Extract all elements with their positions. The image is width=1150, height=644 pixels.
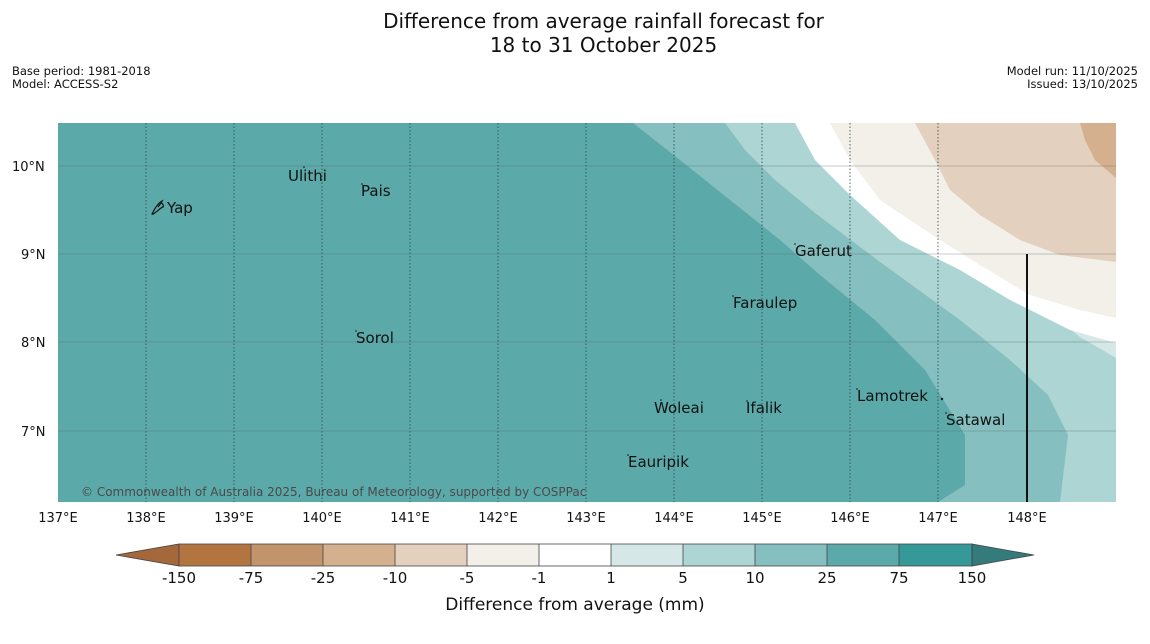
lon-label-147E: 147°E <box>918 511 958 526</box>
latitude-labels: 10°N 9°N 8°N 7°N <box>12 160 46 440</box>
longitude-labels: 137°E 138°E 139°E 140°E 141°E 142°E 143°… <box>38 511 1047 526</box>
rainfall-map: Ulithi Pais Yap Gaferut Faraulep Sorol L… <box>58 123 1116 502</box>
colorbar-tick-label: 25 <box>817 569 836 587</box>
lat-label-7N: 7°N <box>21 425 46 440</box>
colorbar-frame <box>178 543 973 567</box>
ifalik-dot <box>746 400 748 402</box>
ifalik-label: Ifalik <box>746 399 782 417</box>
model-info: Base period: 1981-2018 Model: ACCESS-S2 <box>12 65 151 91</box>
copyright-text: © Commonwealth of Australia 2025, Bureau… <box>81 485 586 499</box>
gaferut-label: Gaferut <box>795 242 852 260</box>
issued-text: Issued: 13/10/2025 <box>1027 77 1138 91</box>
lon-label-145E: 145°E <box>742 511 782 526</box>
colorbar-swatch <box>251 544 323 566</box>
faraulep-label: Faraulep <box>733 294 797 312</box>
lon-label-148E: 148°E <box>1007 511 1047 526</box>
colorbar-legend: -150 -75 -25 -10 -5 -1 1 5 10 25 75 150 … <box>115 543 1035 615</box>
model-run-text: Model run: 11/10/2025 <box>1006 64 1138 78</box>
lon-label-141E: 141°E <box>390 511 430 526</box>
colorbar-swatch <box>179 544 251 566</box>
ulithi-dot <box>303 166 305 168</box>
colorbar-tick-label: -1 <box>532 569 547 587</box>
lon-label-139E: 139°E <box>214 511 254 526</box>
island-dots <box>303 166 947 456</box>
woleai-label: Woleai <box>654 399 704 417</box>
band-minus25-minus10 <box>1080 123 1116 178</box>
lon-label-137E: 137°E <box>38 511 78 526</box>
ulithi-label: Ulithi <box>288 167 327 185</box>
sorol-dot <box>355 330 357 332</box>
eauripik-label: Eauripik <box>628 453 689 471</box>
pais-label: Pais <box>361 182 391 200</box>
colorbar-swatch <box>467 544 539 566</box>
run-info: Model run: 11/10/2025 Issued: 13/10/2025 <box>1007 65 1138 91</box>
woleai-dot <box>660 399 662 401</box>
model-name-text: Model: ACCESS-S2 <box>12 77 119 91</box>
colorbar-tick-label: 1 <box>606 569 616 587</box>
faraulep-dot <box>732 295 734 297</box>
gaferut-dot <box>794 243 796 245</box>
colorbar-high-arrow <box>971 543 1035 567</box>
band-minus10-minus5 <box>915 123 1116 262</box>
sorol-label: Sorol <box>356 329 394 347</box>
colorbar-title: Difference from average (mm) <box>445 595 704 615</box>
lat-label-10N: 10°N <box>12 160 45 175</box>
lon-label-144E: 144°E <box>654 511 694 526</box>
colorbar-tick-label: 5 <box>678 569 688 587</box>
base-period-text: Base period: 1981-2018 <box>12 64 151 78</box>
colorbar-tick-label: 10 <box>745 569 764 587</box>
yap-island-shape <box>151 199 165 215</box>
colorbar-tick-label: -5 <box>460 569 475 587</box>
lon-label-140E: 140°E <box>302 511 342 526</box>
lat-label-9N: 9°N <box>21 248 46 263</box>
colorbar-swatch <box>755 544 827 566</box>
lon-label-146E: 146°E <box>830 511 870 526</box>
lat-label-8N: 8°N <box>21 336 46 351</box>
eauripik-dot <box>627 454 629 456</box>
colorbar-tick-label: 150 <box>958 569 987 587</box>
colorbar-tick-label: -150 <box>162 569 196 587</box>
colorbar-tick-label: -25 <box>311 569 336 587</box>
chart-title: Difference from average rainfall forecas… <box>383 9 824 57</box>
colorbar-swatch <box>323 544 395 566</box>
yap-label: Yap <box>166 199 193 217</box>
place-labels: Ulithi Pais Yap Gaferut Faraulep Sorol L… <box>166 167 1005 471</box>
west-fayu-dot <box>940 397 944 401</box>
colorbar-swatch <box>395 544 467 566</box>
lon-label-142E: 142°E <box>478 511 518 526</box>
lamotrek-label: Lamotrek <box>857 387 928 405</box>
colorbar-swatch <box>827 544 899 566</box>
colorbar-swatch <box>539 544 611 566</box>
latitude-gridlines <box>58 165 1116 432</box>
colorbar-low-arrow <box>115 543 180 567</box>
colorbar-tick-label: -10 <box>383 569 408 587</box>
colorbar-swatch <box>899 544 972 566</box>
lon-label-143E: 143°E <box>566 511 606 526</box>
colorbar-tick-label: 75 <box>889 569 908 587</box>
colorbar-swatch <box>611 544 683 566</box>
colorbar-swatch <box>683 544 755 566</box>
band-75-150 <box>58 123 530 502</box>
satawal-label: Satawal <box>946 411 1005 429</box>
colorbar-dividers <box>250 544 900 566</box>
colorbar-tick-labels: -150 -75 -25 -10 -5 -1 1 5 10 25 75 150 <box>162 569 986 587</box>
lamotrek-dot <box>856 388 858 390</box>
pais-dot <box>361 183 363 185</box>
colorbar-tick-label: -75 <box>239 569 264 587</box>
longitude-gridlines <box>145 123 939 502</box>
satawal-dot <box>945 412 947 414</box>
lon-label-138E: 138°E <box>126 511 166 526</box>
